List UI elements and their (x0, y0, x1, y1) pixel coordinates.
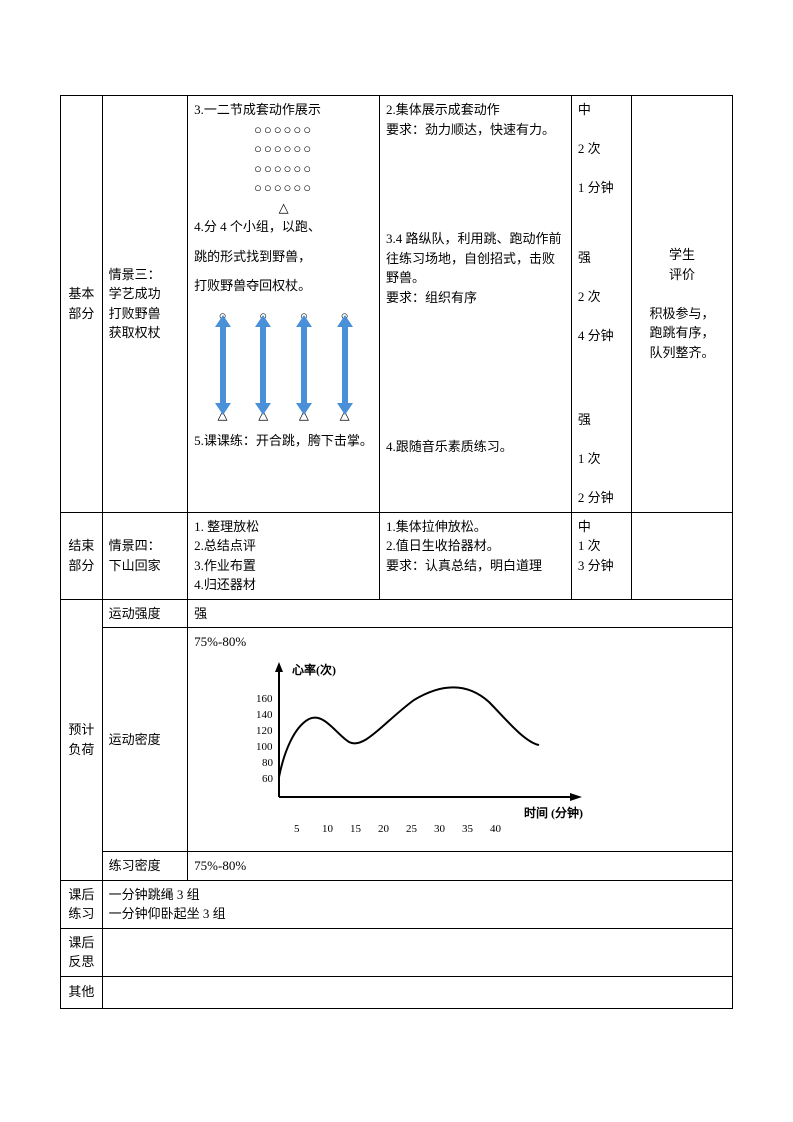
value-cell: 强 (188, 599, 733, 628)
double-arrow-icon (342, 325, 348, 405)
density-value: 75%-80% (194, 632, 726, 652)
x-tick: 25 (406, 823, 418, 835)
triangle-marker: △ (194, 198, 373, 218)
x-axis-label: 时间 (分钟) (524, 805, 583, 820)
activity-cell: 3.一二节成套动作展示 ○○○○○○ ○○○○○○ ○○○○○○ ○○○○○○ … (188, 96, 380, 513)
section-label: 其他 (61, 976, 103, 1008)
activity-text: 3.一二节成套动作展示 (194, 100, 373, 120)
circles-diagram: ○○○○○○ (194, 120, 373, 140)
sub-label: 运动强度 (102, 599, 188, 628)
value-cell (102, 928, 732, 976)
chart-svg: 心率(次) 时间 (分钟) 160 140 120 100 80 60 5 10… (244, 662, 604, 842)
requirement-text: 2.集体展示成套动作 要求：劲力顺达，快速有力。 (386, 100, 565, 139)
circles-diagram: ○○○○○○ (194, 159, 373, 179)
y-tick: 120 (256, 725, 273, 737)
double-arrow-icon (260, 325, 266, 405)
x-tick: 40 (490, 823, 502, 835)
heart-rate-chart: 心率(次) 时间 (分钟) 160 140 120 100 80 60 5 10… (244, 662, 726, 848)
value-cell: 一分钟跳绳 3 组 一分钟仰卧起坐 3 组 (102, 880, 732, 928)
x-tick: 35 (462, 823, 474, 835)
x-tick: 5 (294, 823, 300, 835)
metric-cell: 中 2 次 1 分钟 强 2 次 4 分钟 强 1 次 2 分钟 (571, 96, 631, 513)
requirement-text: 4.跟随音乐素质练习。 (386, 437, 565, 457)
requirement-text: 3.4 路纵队，利用跳、跑动作前往练习场地，自创招式，击败野兽。 要求：组织有序 (386, 229, 565, 307)
arrow-column: ○ △ (218, 306, 228, 425)
lesson-plan-table: 基本 部分 情景三： 学艺成功 打败野兽 获取权杖 3.一二节成套动作展示 ○○… (60, 95, 733, 1009)
circles-diagram: ○○○○○○ (194, 139, 373, 159)
metric-cell: 中 1 次 3 分钟 (571, 512, 631, 599)
requirement-cell: 2.集体展示成套动作 要求：劲力顺达，快速有力。 3.4 路纵队，利用跳、跑动作… (379, 96, 571, 513)
table-row: 基本 部分 情景三： 学艺成功 打败野兽 获取权杖 3.一二节成套动作展示 ○○… (61, 96, 733, 513)
sub-label: 运动密度 (102, 628, 188, 852)
y-tick: 80 (262, 757, 274, 769)
table-row: 课后 反思 (61, 928, 733, 976)
x-tick: 30 (434, 823, 446, 835)
value-cell: 75%-80% (188, 852, 733, 881)
circles-diagram: ○○○○○○ (194, 178, 373, 198)
scene-cell: 情景四： 下山回家 (102, 512, 188, 599)
double-arrow-icon (301, 325, 307, 405)
activity-text: 跳的形式找到野兽， (194, 247, 373, 267)
x-tick: 15 (350, 823, 362, 835)
y-tick: 160 (256, 693, 273, 705)
x-tick: 10 (322, 823, 334, 835)
activity-text: 打败野兽夺回权杖。 (194, 276, 373, 296)
table-row: 其他 (61, 976, 733, 1008)
section-label: 课后 反思 (61, 928, 103, 976)
scene-cell: 情景三： 学艺成功 打败野兽 获取权杖 (102, 96, 188, 513)
section-label: 结束 部分 (61, 512, 103, 599)
eval-cell: 学生 评价 积极参与， 跑跳有序， 队列整齐。 (632, 96, 733, 513)
value-cell: 75%-80% 心率(次) 时间 (分钟) 160 140 120 (188, 628, 733, 852)
arrow-column: ○ △ (299, 306, 309, 425)
metric-text: 强 2 次 4 分钟 (578, 248, 625, 346)
requirement-cell: 1.集体拉伸放松。 2.值日生收拾器材。 要求：认真总结，明白道理 (379, 512, 571, 599)
y-tick: 100 (256, 741, 273, 753)
heart-rate-curve (279, 687, 539, 777)
value-cell (102, 976, 732, 1008)
section-label: 课后 练习 (61, 880, 103, 928)
x-tick: 20 (378, 823, 390, 835)
activity-cell: 1. 整理放松 2.总结点评 3.作业布置 4.归还器材 (188, 512, 380, 599)
x-axis-arrow-icon (570, 793, 582, 801)
double-arrow-icon (220, 325, 226, 405)
table-row: 课后 练习 一分钟跳绳 3 组 一分钟仰卧起坐 3 组 (61, 880, 733, 928)
arrows-diagram: ○ △ ○ △ ○ △ ○ △ (194, 306, 373, 425)
table-row: 练习密度 75%-80% (61, 852, 733, 881)
arrow-column: ○ △ (258, 306, 268, 425)
y-axis-arrow-icon (275, 662, 283, 672)
eval-cell (632, 512, 733, 599)
y-tick: 60 (262, 773, 274, 785)
activity-text: 4.分 4 个小组，以跑、 (194, 217, 373, 237)
activity-text: 5.课课练：开合跳，胯下击掌。 (194, 431, 373, 451)
section-label: 基本 部分 (61, 96, 103, 513)
y-tick: 140 (256, 709, 273, 721)
metric-text: 中 2 次 1 分钟 (578, 100, 625, 198)
arrow-column: ○ △ (340, 306, 350, 425)
table-row: 运动密度 75%-80% 心率(次) 时间 (分钟) 160 140 (61, 628, 733, 852)
table-row: 结束 部分 情景四： 下山回家 1. 整理放松 2.总结点评 3.作业布置 4.… (61, 512, 733, 599)
table-row: 预计 负荷 运动强度 强 (61, 599, 733, 628)
metric-text: 强 1 次 2 分钟 (578, 410, 625, 508)
sub-label: 练习密度 (102, 852, 188, 881)
section-label: 预计 负荷 (61, 599, 103, 880)
y-axis-label: 心率(次) (292, 662, 336, 677)
